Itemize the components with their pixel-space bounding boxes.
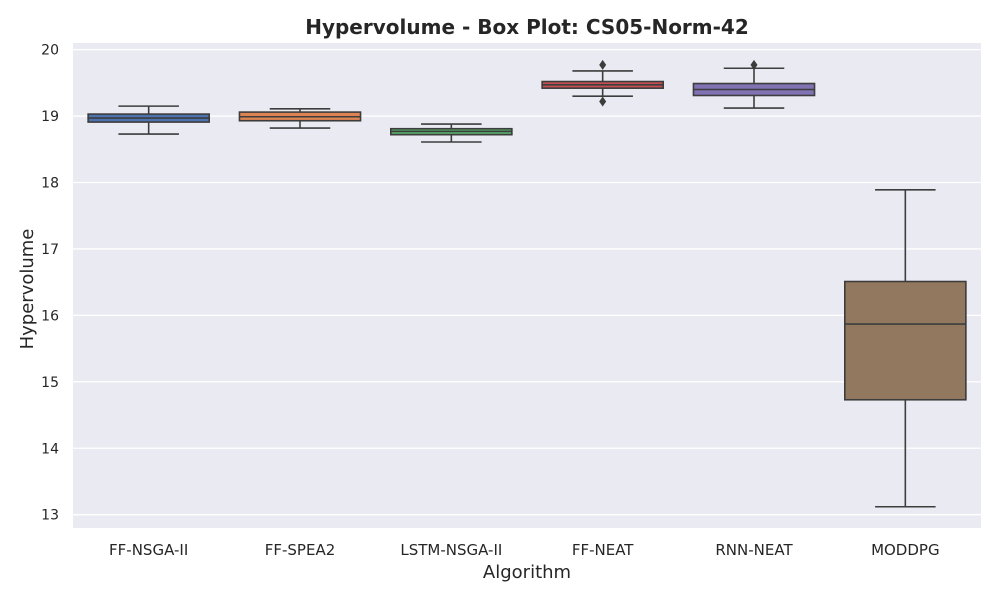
x-tick-labels: FF-NSGA-II FF-SPEA2 LSTM-NSGA-II FF-NEAT RNN… xyxy=(109,541,940,559)
chart-title: Hypervolume - Box Plot: CS05-Norm-42 xyxy=(305,15,749,39)
outlier-point xyxy=(750,59,758,70)
boxes xyxy=(87,59,967,508)
box-group xyxy=(87,105,210,135)
box-group xyxy=(389,123,513,143)
box-group xyxy=(238,107,362,129)
box-group xyxy=(692,59,816,109)
grid-lines xyxy=(73,48,981,516)
y-tick-label: 17 xyxy=(41,242,59,258)
x-tick-label: FF-SPEA2 xyxy=(265,541,336,559)
outlier-point xyxy=(599,59,607,70)
x-tick-label: LSTM-NSGA-II xyxy=(400,541,502,559)
x-tick-label: FF-NEAT xyxy=(572,541,634,559)
outlier-point xyxy=(599,96,607,107)
iqr-box xyxy=(843,280,967,401)
y-tick-label: 20 xyxy=(41,43,59,59)
box-group xyxy=(541,59,665,107)
x-tick-label: MODDPG xyxy=(871,541,940,559)
y-tick-label: 16 xyxy=(41,308,59,324)
x-tick-label: FF-NSGA-II xyxy=(109,541,188,559)
box-group xyxy=(843,189,967,508)
x-tick-label: RNN-NEAT xyxy=(715,541,793,559)
y-tick-label: 19 xyxy=(41,109,59,125)
y-tick-label: 14 xyxy=(41,441,59,457)
plot-area xyxy=(73,43,981,528)
y-tick-label: 13 xyxy=(41,508,59,524)
y-tick-label: 15 xyxy=(41,375,59,391)
x-axis-label: Algorithm xyxy=(483,562,571,583)
y-tick-label: 18 xyxy=(41,176,59,192)
y-axis-label: Hypervolume xyxy=(17,229,38,350)
y-tick-labels: 13 14 15 16 17 18 19 20 xyxy=(41,43,59,524)
